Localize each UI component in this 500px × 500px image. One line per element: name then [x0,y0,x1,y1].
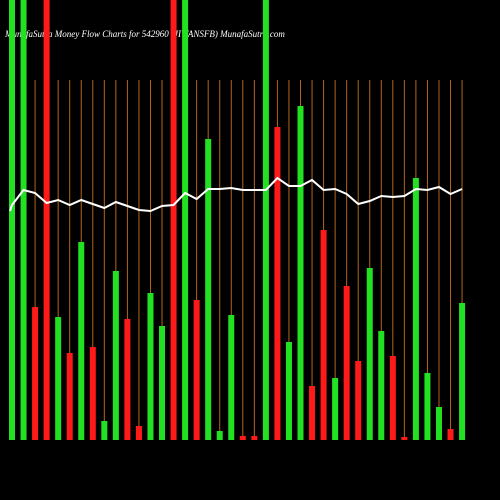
bar [32,307,39,440]
bar [309,386,316,440]
bar [320,230,327,440]
bar [401,437,408,440]
bar [343,286,350,440]
bar [251,436,258,440]
bar [424,373,431,440]
bar [124,319,131,440]
bar [412,178,419,440]
bar [378,331,385,440]
bar [159,326,166,440]
bar [366,268,373,440]
bar [389,356,396,440]
bar [262,0,269,440]
bar [447,429,454,440]
marks [9,0,466,440]
bar [78,242,85,440]
bar [170,0,177,440]
bar [89,347,96,440]
bar [285,342,292,440]
bar [147,293,154,440]
bar [112,271,119,440]
bar [205,139,212,440]
bar [43,0,50,440]
bar [274,127,281,440]
flow-line [9,176,463,213]
bar [459,303,466,440]
bar [101,421,108,440]
bar [182,0,189,440]
bar [20,0,27,440]
chart-title: MunafaSutra Money Flow Charts for 542960… [4,29,285,39]
bar [297,106,304,440]
bar [228,315,235,440]
bar [66,353,73,440]
bar [239,436,246,440]
bar [9,0,15,440]
bar [332,378,339,440]
bar [435,407,442,440]
bar [55,317,62,440]
bar [216,431,223,440]
bar [193,300,200,440]
bar [355,361,362,440]
bar [135,426,142,440]
